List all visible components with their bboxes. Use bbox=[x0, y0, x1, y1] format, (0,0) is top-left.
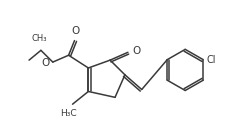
Text: Cl: Cl bbox=[206, 55, 216, 65]
Text: O: O bbox=[71, 26, 80, 36]
Text: O: O bbox=[42, 58, 50, 68]
Text: O: O bbox=[133, 46, 141, 56]
Text: H₃C: H₃C bbox=[60, 109, 77, 118]
Text: CH₃: CH₃ bbox=[31, 34, 47, 43]
